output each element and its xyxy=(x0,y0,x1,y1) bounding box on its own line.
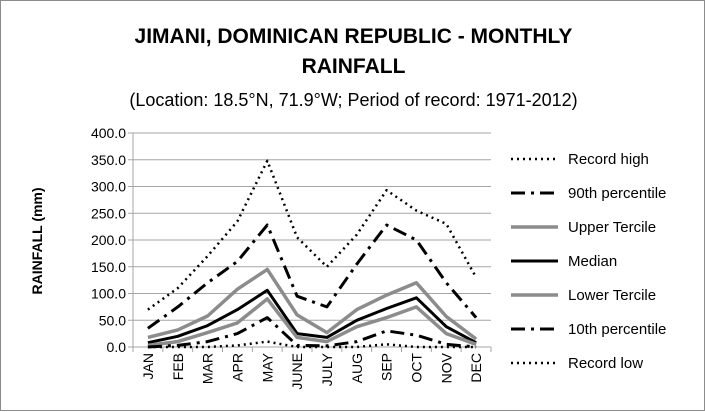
legend: Record high 90th percentile Upper Tercile M… xyxy=(511,151,666,372)
x-tick-label: MAY xyxy=(259,352,275,382)
legend-label: Record low xyxy=(568,355,643,372)
legend-label: 10th percentile xyxy=(568,321,666,338)
series-lines xyxy=(147,159,478,349)
y-tick-label: 300.0 xyxy=(91,179,126,195)
series-line xyxy=(147,316,477,349)
legend-label: 90th percentile xyxy=(568,185,666,202)
series-line xyxy=(147,267,478,341)
y-axis-ticks: 0.0 50.0 100.0 150.0 200.0 250.0 300.0 350.0 400… xyxy=(91,125,133,355)
legend-label: Upper Tercile xyxy=(568,219,656,236)
x-tick-label: OCT xyxy=(408,353,424,383)
x-tick-label: FEB xyxy=(170,353,186,380)
y-tick-label: 0.0 xyxy=(107,339,127,355)
gridlines xyxy=(132,132,491,348)
x-tick-label: JULY xyxy=(319,352,335,386)
x-tick-label: NOV xyxy=(438,352,454,383)
x-tick-label: JUNE xyxy=(289,353,305,390)
y-tick-label: 200.0 xyxy=(91,232,126,248)
y-tick-label: 400.0 xyxy=(91,125,126,141)
y-axis-label: RAINFALL (mm) xyxy=(29,187,45,294)
y-tick-label: 50.0 xyxy=(99,312,126,328)
y-tick-label: 250.0 xyxy=(91,205,126,221)
series-line xyxy=(147,340,477,349)
legend-label: Record high xyxy=(568,151,649,168)
x-tick-label: APR xyxy=(229,353,245,382)
chart-title-line2: RAINFALL xyxy=(301,55,406,78)
legend-label: Lower Tercile xyxy=(568,287,656,304)
x-tick-label: MAR xyxy=(200,353,216,384)
x-tick-label: JAN xyxy=(140,353,156,379)
series-line xyxy=(147,288,477,345)
series-line xyxy=(147,159,478,311)
x-tick-label: SEP xyxy=(379,353,395,381)
y-tick-label: 350.0 xyxy=(91,152,126,168)
chart-subtitle: (Location: 18.5°N, 71.9°W; Period of rec… xyxy=(129,90,578,110)
series-line xyxy=(147,297,477,348)
series-line xyxy=(147,223,478,330)
y-tick-label: 100.0 xyxy=(91,286,126,302)
x-tick-label: DEC xyxy=(468,353,484,383)
x-tick-label: AUG xyxy=(349,353,365,383)
y-tick-label: 150.0 xyxy=(91,259,126,275)
chart-title-line1: JIMANI, DOMINICAN REPUBLIC - MONTHLY xyxy=(134,25,573,48)
legend-label: Median xyxy=(568,253,617,270)
x-axis-ticks: JAN FEB MAR APR MAY JUNE JULY AUG SEP OCT NOV DEC xyxy=(132,347,492,390)
